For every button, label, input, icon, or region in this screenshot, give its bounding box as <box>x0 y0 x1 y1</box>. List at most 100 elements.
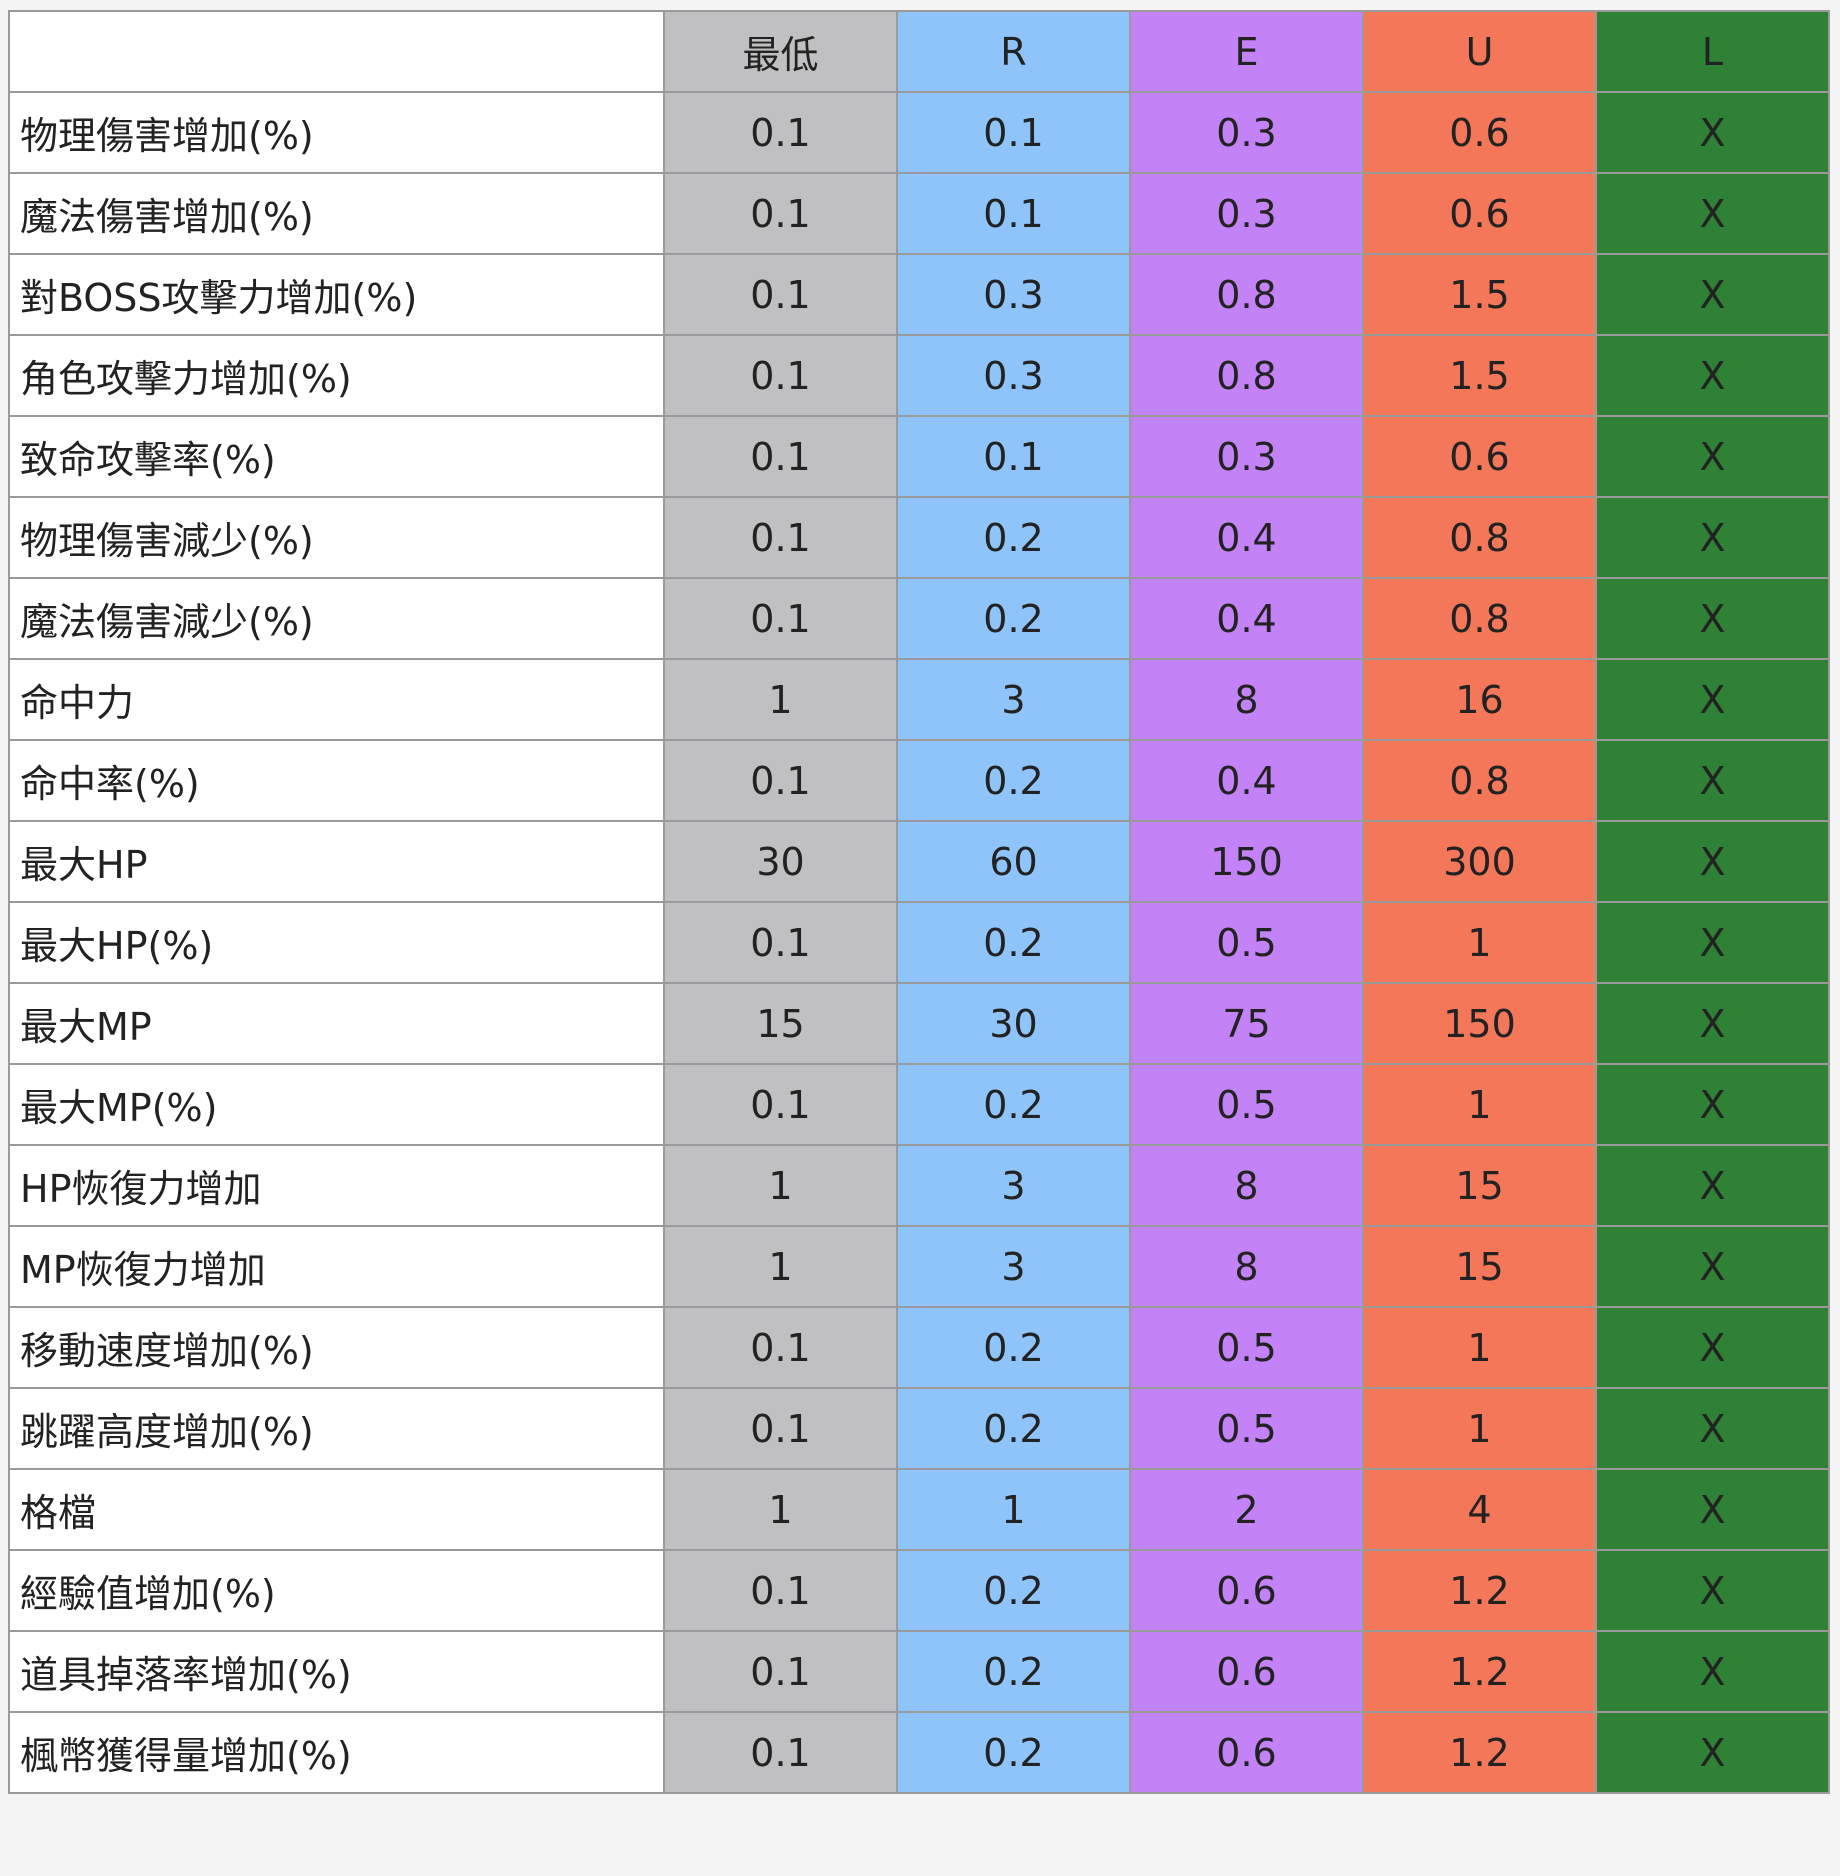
value-cell-e: 0.5 <box>1129 901 1364 984</box>
value-cell-u: 1 <box>1362 901 1597 984</box>
value-cell-u: 150 <box>1362 982 1597 1065</box>
table-row: 角色攻擊力增加(%) 0.1 0.3 0.8 1.5 X <box>8 334 1830 417</box>
value-cell-e: 0.3 <box>1129 172 1364 255</box>
table-row: 最大MP 15 30 75 150 X <box>8 982 1830 1065</box>
stat-name-cell: 對BOSS攻擊力增加(%) <box>8 253 665 336</box>
stat-name-cell: 最大HP(%) <box>8 901 665 984</box>
stat-name-cell: 物理傷害增加(%) <box>8 91 665 174</box>
value-cell-e: 8 <box>1129 1225 1364 1308</box>
value-cell-u: 4 <box>1362 1468 1597 1551</box>
value-cell-l: X <box>1595 1063 1830 1146</box>
value-cell-min: 0.1 <box>663 496 898 579</box>
value-cell-r: 0.2 <box>896 1549 1131 1632</box>
value-cell-l: X <box>1595 334 1830 417</box>
value-cell-r: 0.2 <box>896 1306 1131 1389</box>
table-row: 格檔 1 1 2 4 X <box>8 1468 1830 1551</box>
stat-name-cell: 楓幣獲得量增加(%) <box>8 1711 665 1794</box>
value-cell-l: X <box>1595 1144 1830 1227</box>
value-cell-r: 0.2 <box>896 1711 1131 1794</box>
value-cell-e: 0.5 <box>1129 1306 1364 1389</box>
value-cell-min: 0.1 <box>663 172 898 255</box>
header-row: 最低 R E U L <box>8 10 1830 93</box>
value-cell-min: 0.1 <box>663 253 898 336</box>
stat-name-cell: 魔法傷害減少(%) <box>8 577 665 660</box>
value-cell-r: 0.2 <box>896 1063 1131 1146</box>
value-cell-l: X <box>1595 1711 1830 1794</box>
value-cell-l: X <box>1595 982 1830 1065</box>
table-row: 最大HP 30 60 150 300 X <box>8 820 1830 903</box>
value-cell-r: 0.2 <box>896 1387 1131 1470</box>
value-cell-e: 8 <box>1129 1144 1364 1227</box>
value-cell-e: 0.6 <box>1129 1549 1364 1632</box>
value-cell-e: 0.4 <box>1129 496 1364 579</box>
value-cell-l: X <box>1595 91 1830 174</box>
value-cell-l: X <box>1595 577 1830 660</box>
table-row: 跳躍高度增加(%) 0.1 0.2 0.5 1 X <box>8 1387 1830 1470</box>
value-cell-l: X <box>1595 496 1830 579</box>
value-cell-l: X <box>1595 739 1830 822</box>
value-cell-l: X <box>1595 1306 1830 1389</box>
table-row: 最大MP(%) 0.1 0.2 0.5 1 X <box>8 1063 1830 1146</box>
value-cell-e: 150 <box>1129 820 1364 903</box>
stat-name-cell: 命中力 <box>8 658 665 741</box>
value-cell-l: X <box>1595 253 1830 336</box>
stat-name-cell: MP恢復力增加 <box>8 1225 665 1308</box>
table-body: 物理傷害增加(%) 0.1 0.1 0.3 0.6 X 魔法傷害增加(%) 0.1 0.1 0.3… <box>8 91 1830 1794</box>
value-cell-e: 0.4 <box>1129 739 1364 822</box>
value-cell-e: 0.6 <box>1129 1630 1364 1713</box>
table-row: 命中率(%) 0.1 0.2 0.4 0.8 X <box>8 739 1830 822</box>
stat-name-cell: 命中率(%) <box>8 739 665 822</box>
table-row: 物理傷害增加(%) 0.1 0.1 0.3 0.6 X <box>8 91 1830 174</box>
value-cell-u: 1.5 <box>1362 253 1597 336</box>
value-cell-l: X <box>1595 1630 1830 1713</box>
value-cell-u: 300 <box>1362 820 1597 903</box>
value-cell-r: 0.1 <box>896 415 1131 498</box>
value-cell-r: 3 <box>896 1144 1131 1227</box>
value-cell-min: 0.1 <box>663 1630 898 1713</box>
value-cell-min: 0.1 <box>663 1549 898 1632</box>
value-cell-min: 0.1 <box>663 577 898 660</box>
table-row: MP恢復力增加 1 3 8 15 X <box>8 1225 1830 1308</box>
value-cell-e: 0.8 <box>1129 334 1364 417</box>
value-cell-r: 3 <box>896 658 1131 741</box>
value-cell-r: 3 <box>896 1225 1131 1308</box>
stat-table: 最低 R E U L 物理傷害增加(%) 0.1 0.1 0.3 0.6 X 魔法傷害增加(… <box>8 10 1830 1794</box>
value-cell-u: 1.5 <box>1362 334 1597 417</box>
stat-name-cell: 魔法傷害增加(%) <box>8 172 665 255</box>
value-cell-u: 15 <box>1362 1225 1597 1308</box>
stat-name-cell: 跳躍高度增加(%) <box>8 1387 665 1470</box>
value-cell-r: 0.2 <box>896 496 1131 579</box>
value-cell-u: 1 <box>1362 1387 1597 1470</box>
value-cell-u: 16 <box>1362 658 1597 741</box>
value-cell-e: 8 <box>1129 658 1364 741</box>
stat-name-cell: 物理傷害減少(%) <box>8 496 665 579</box>
value-cell-l: X <box>1595 1225 1830 1308</box>
value-cell-l: X <box>1595 415 1830 498</box>
value-cell-min: 0.1 <box>663 901 898 984</box>
value-cell-r: 0.1 <box>896 172 1131 255</box>
value-cell-min: 0.1 <box>663 1063 898 1146</box>
stat-name-cell: 移動速度增加(%) <box>8 1306 665 1389</box>
stat-name-cell: 角色攻擊力增加(%) <box>8 334 665 417</box>
stat-name-cell: 道具掉落率增加(%) <box>8 1630 665 1713</box>
table-row: 經驗值增加(%) 0.1 0.2 0.6 1.2 X <box>8 1549 1830 1632</box>
column-header-min: 最低 <box>663 10 898 93</box>
value-cell-l: X <box>1595 1549 1830 1632</box>
value-cell-min: 30 <box>663 820 898 903</box>
stat-name-cell: 經驗值增加(%) <box>8 1549 665 1632</box>
value-cell-l: X <box>1595 901 1830 984</box>
column-header-l: L <box>1595 10 1830 93</box>
value-cell-l: X <box>1595 1468 1830 1551</box>
value-cell-r: 60 <box>896 820 1131 903</box>
column-header-e: E <box>1129 10 1364 93</box>
value-cell-u: 0.8 <box>1362 496 1597 579</box>
value-cell-r: 0.2 <box>896 739 1131 822</box>
stat-name-cell: 格檔 <box>8 1468 665 1551</box>
column-header-r: R <box>896 10 1131 93</box>
value-cell-min: 0.1 <box>663 91 898 174</box>
value-cell-min: 0.1 <box>663 739 898 822</box>
table-row: 最大HP(%) 0.1 0.2 0.5 1 X <box>8 901 1830 984</box>
column-header-u: U <box>1362 10 1597 93</box>
value-cell-u: 1.2 <box>1362 1630 1597 1713</box>
value-cell-u: 1 <box>1362 1063 1597 1146</box>
